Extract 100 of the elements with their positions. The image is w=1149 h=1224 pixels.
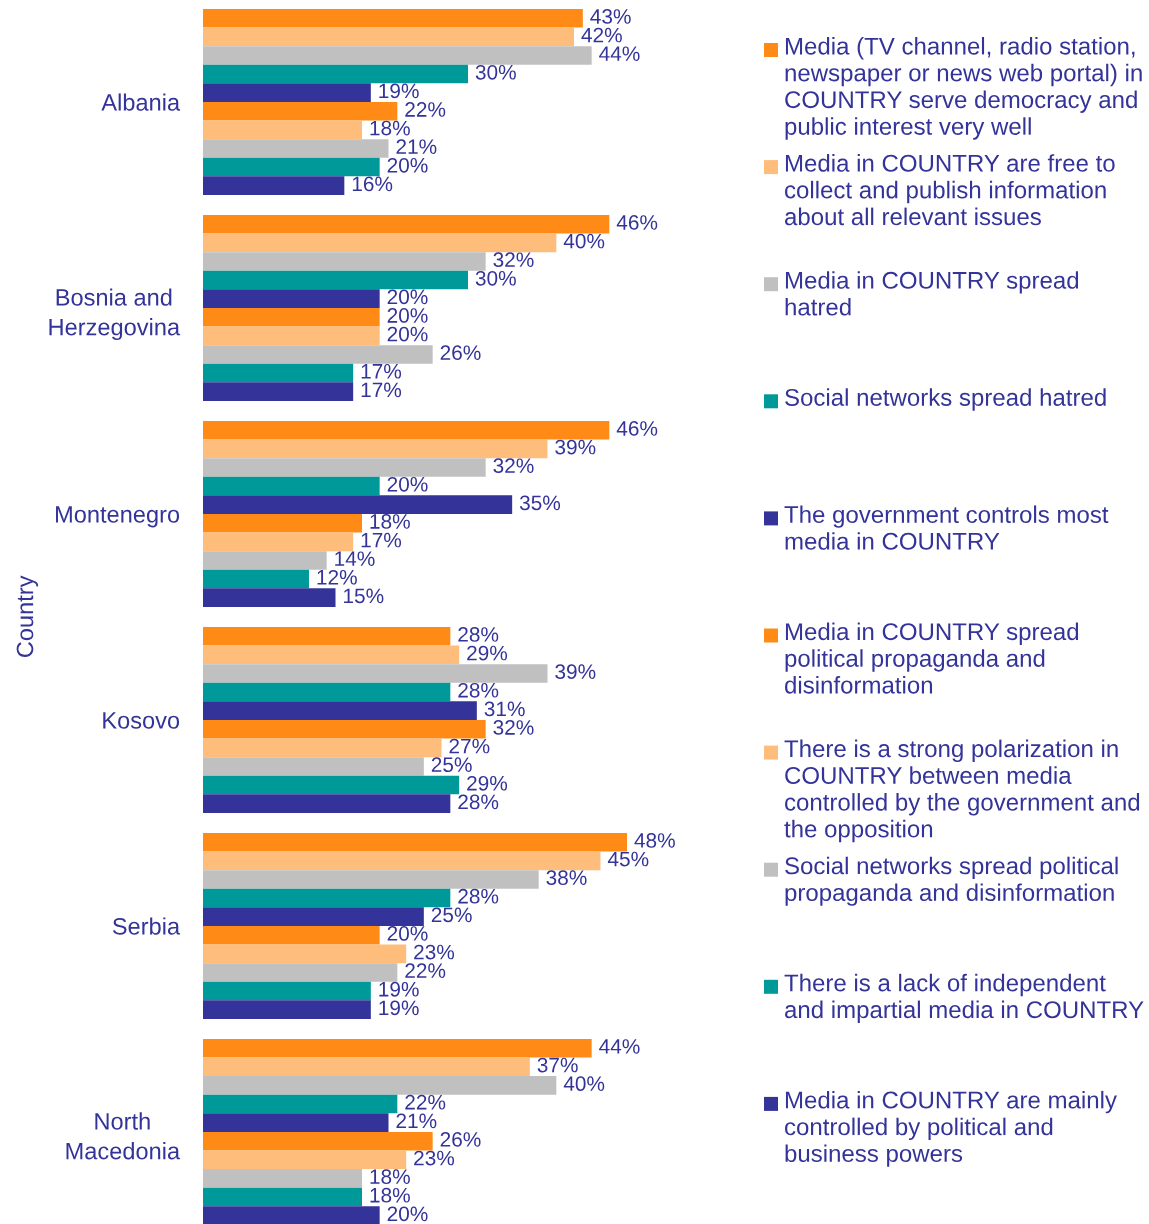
data-label: 22% xyxy=(405,1094,446,1110)
bar xyxy=(203,664,548,683)
bar xyxy=(203,981,371,1001)
data-label: 12% xyxy=(317,569,357,585)
bar xyxy=(203,870,539,889)
data-label: 32% xyxy=(493,720,534,735)
bar xyxy=(203,83,371,102)
bar xyxy=(203,944,407,964)
data-label: 27% xyxy=(449,738,490,754)
bar xyxy=(203,907,424,926)
bar xyxy=(203,794,451,813)
data-label: 44% xyxy=(599,1039,640,1054)
data-label: 18% xyxy=(370,120,410,136)
data-label: 39% xyxy=(555,664,596,680)
data-label: 28% xyxy=(458,682,499,698)
legend-label: Media in COUNTRY are mainly controlled by political and business powers xyxy=(785,1090,1117,1167)
bar xyxy=(203,363,354,383)
data-label: 26% xyxy=(440,345,481,361)
bar xyxy=(203,1150,407,1170)
data-label: 29% xyxy=(467,645,508,661)
bar xyxy=(203,139,389,158)
bar xyxy=(203,682,451,702)
data-label: 35% xyxy=(519,495,561,511)
bar xyxy=(203,963,398,982)
data-label: 20% xyxy=(387,476,428,492)
data-label: 21% xyxy=(396,1113,437,1129)
data-label: 14% xyxy=(335,551,375,566)
bar xyxy=(203,1000,371,1019)
data-label: 17% xyxy=(361,532,402,548)
bar xyxy=(203,64,468,84)
y-tick-label: Albania xyxy=(101,93,181,111)
bar xyxy=(203,420,610,440)
bar xyxy=(203,8,583,28)
data-label: 44% xyxy=(599,46,640,61)
bar xyxy=(203,326,380,346)
bar xyxy=(203,1038,592,1058)
bar xyxy=(203,1206,380,1224)
bar xyxy=(203,289,380,308)
data-label: 17% xyxy=(361,382,402,398)
data-label: 30% xyxy=(475,270,516,286)
bar xyxy=(203,439,548,459)
data-label: 15% xyxy=(344,588,384,604)
data-label: 16% xyxy=(352,176,393,192)
bar xyxy=(203,101,398,121)
y-tick-label: North Macedonia xyxy=(66,1112,181,1160)
data-label: 29% xyxy=(467,775,508,791)
data-label: 22% xyxy=(405,963,446,978)
data-label: 48% xyxy=(634,833,675,848)
data-label: 28% xyxy=(458,888,499,904)
bar xyxy=(203,1131,433,1151)
bar xyxy=(203,719,486,739)
bar xyxy=(203,270,468,290)
bar xyxy=(203,513,362,533)
data-label: 43% xyxy=(590,9,631,24)
bar xyxy=(203,233,557,253)
bar xyxy=(203,495,513,514)
data-label: 20% xyxy=(387,308,428,323)
bar xyxy=(203,1094,398,1114)
bar xyxy=(203,345,433,364)
bar xyxy=(203,1187,362,1207)
legend-label: Media in COUNTRY spread political propaganda and disinformation xyxy=(785,622,1079,694)
data-label: 30% xyxy=(475,64,516,80)
bar xyxy=(203,307,380,327)
data-label: 40% xyxy=(563,1076,605,1092)
bar xyxy=(203,851,601,871)
data-label: 18% xyxy=(370,514,410,529)
data-label: 23% xyxy=(414,1150,455,1166)
data-label: 19% xyxy=(379,981,419,997)
bar xyxy=(203,738,442,758)
data-label: 32% xyxy=(493,252,534,268)
data-label: 28% xyxy=(458,794,499,810)
data-label: 40% xyxy=(563,233,605,249)
data-label: 20% xyxy=(387,926,428,941)
data-label: 21% xyxy=(396,139,437,154)
bar xyxy=(203,551,327,570)
bar xyxy=(203,645,460,665)
bar xyxy=(203,1076,557,1095)
bar xyxy=(203,176,345,195)
bar xyxy=(203,1113,389,1132)
bar xyxy=(203,27,574,47)
legend-label: There is a strong polarization in COUNTRY between media controlled by the government and the opposition xyxy=(784,739,1140,843)
data-label: 42% xyxy=(581,27,622,43)
y-tick-label: Serbia xyxy=(112,917,181,935)
legend-label: The government controls most media in COUNTRY xyxy=(784,505,1109,550)
data-label: 25% xyxy=(431,757,472,773)
y-axis-title: Country xyxy=(16,575,38,658)
bar xyxy=(203,252,486,271)
y-tick-label: Kosovo xyxy=(103,712,180,729)
data-label: 18% xyxy=(370,1169,410,1185)
y-tick-label: Bosnia and Herzegovina xyxy=(49,288,181,341)
data-label: 20% xyxy=(387,326,428,342)
legend-label: Media in COUNTRY spread hatred xyxy=(785,271,1079,316)
legend-label: There is a lack of independent and impartial media in COUNTRY xyxy=(784,973,1144,1023)
bar xyxy=(203,701,477,720)
bar xyxy=(203,775,460,795)
bar xyxy=(203,1057,530,1077)
bar xyxy=(203,626,451,646)
bar xyxy=(203,532,354,552)
data-label: 46% xyxy=(616,215,658,230)
bar xyxy=(203,832,627,852)
